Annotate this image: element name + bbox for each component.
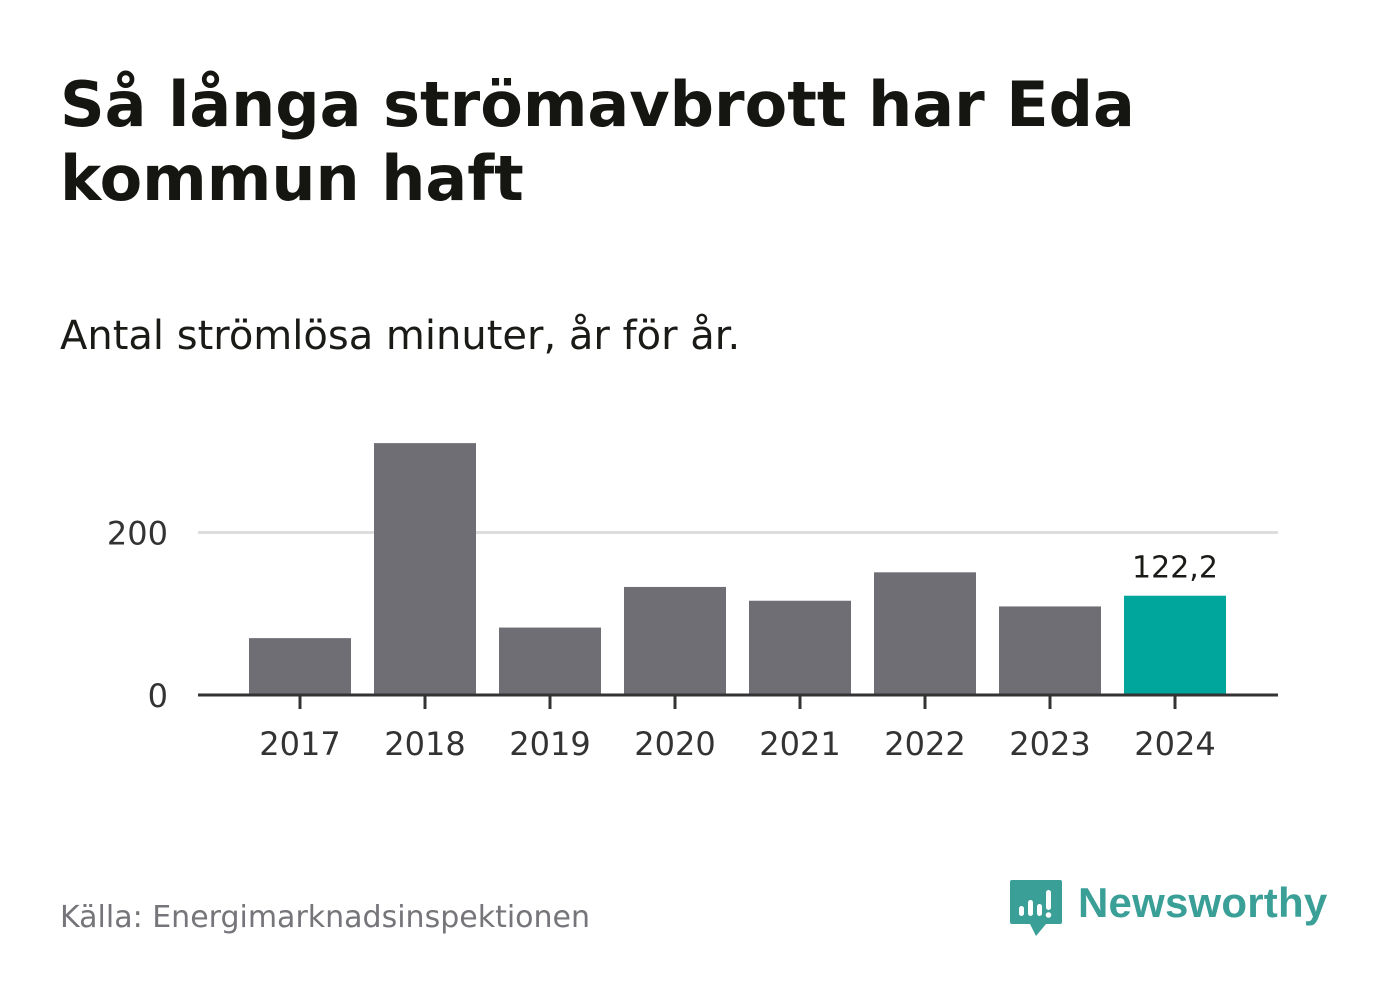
y-tick-label: 0	[148, 677, 168, 715]
bar	[749, 600, 851, 695]
bar	[999, 606, 1101, 695]
x-tick-label: 2024	[1134, 725, 1215, 763]
x-tick-label: 2022	[884, 725, 965, 763]
newsworthy-logo-icon	[1010, 880, 1062, 936]
bar	[624, 586, 726, 695]
brand-name: Newsworthy	[1078, 879, 1328, 926]
y-tick-label: 200	[107, 515, 168, 553]
x-tick-label: 2019	[509, 725, 590, 763]
x-tick-label: 2017	[259, 725, 340, 763]
x-tick-label: 2021	[759, 725, 840, 763]
x-tick-label: 2023	[1009, 725, 1090, 763]
x-tick-label: 2018	[384, 725, 465, 763]
bar	[374, 443, 476, 695]
bar	[249, 638, 351, 695]
chart-title: Så långa strömavbrott har Eda kommun haf…	[60, 68, 1135, 215]
bar	[874, 572, 976, 695]
x-tick-label: 2020	[634, 725, 715, 763]
brand-logo: Newsworthy	[1008, 878, 1327, 942]
bar-highlight	[1124, 595, 1226, 695]
data-label: 122,2	[1132, 551, 1218, 586]
source-note: Källa: Energimarknadsinspektionen	[60, 900, 591, 935]
chart-subtitle: Antal strömlösa minuter, år för år.	[60, 313, 741, 359]
bar	[499, 627, 601, 695]
